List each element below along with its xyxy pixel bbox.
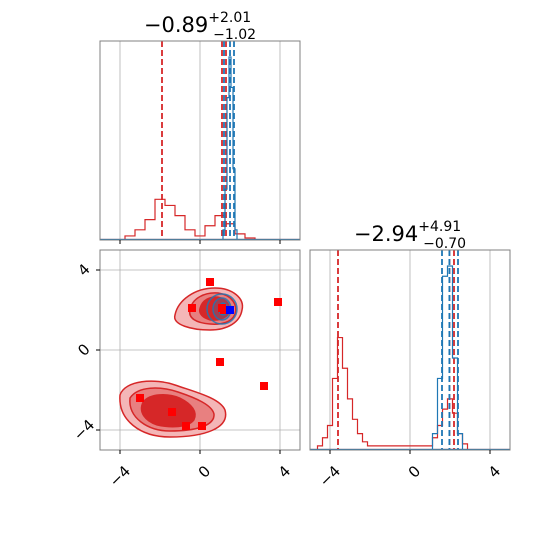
marginal-y-title: −2.94+4.91 −0.70 — [354, 219, 466, 252]
marginal-y-tick-label: −4 — [316, 462, 344, 490]
sample-point — [136, 394, 144, 402]
marginal-y-tick-label: 0 — [405, 462, 424, 481]
marginal-x-panel: −0.89+2.01 −1.02 — [99, 10, 301, 244]
sample-point — [220, 306, 228, 314]
sample-point — [182, 422, 190, 430]
marginal-y-tick-label: 4 — [485, 462, 504, 481]
sample-point — [168, 408, 176, 416]
marginal-y-ticks: −4 0 4 — [316, 450, 504, 490]
sample-point — [188, 304, 196, 312]
joint-y-tick-label: 0 — [74, 340, 93, 359]
joint-y-tick-label: 4 — [74, 260, 93, 279]
marginal-x-histogram-1 — [222, 56, 238, 240]
joint-x-tick-label: −4 — [106, 462, 134, 490]
sample-point — [274, 298, 282, 306]
marginal-x-grid — [119, 41, 281, 240]
marginal-x-title: −0.89+2.01 −1.02 — [144, 10, 256, 43]
joint-x-tick-label: 4 — [275, 462, 294, 481]
marginal-y-series — [310, 250, 510, 450]
marginal-y-title-lower: −0.70 — [423, 236, 466, 252]
blue-outer-contour — [206, 293, 238, 325]
marginal-x-series — [100, 41, 300, 240]
marginal-y-histogram-0 — [316, 336, 469, 450]
sample-point — [198, 422, 206, 430]
marginal-y-panel: −4 0 4 −2.94+4.91 −0.70 — [309, 219, 511, 490]
marginal-x-title-upper: +2.01 — [208, 10, 251, 26]
marginal-y-grid — [329, 250, 491, 450]
marginal-x-ticks — [119, 240, 281, 244]
marginal-y-title-upper: +4.91 — [418, 219, 461, 235]
sample-point — [206, 278, 214, 286]
joint-ticks: −4 0 4 −4 0 4 — [70, 260, 294, 490]
joint-panel: −4 0 4 −4 0 4 — [70, 249, 301, 490]
sample-point — [260, 382, 268, 390]
joint-x-tick-label: 0 — [195, 462, 214, 481]
joint-y-tick-label: −4 — [70, 416, 98, 444]
sample-point — [216, 358, 224, 366]
joint-scatter — [136, 278, 282, 430]
truth-point — [226, 306, 234, 314]
marginal-x-title-median: −0.89 — [144, 13, 208, 37]
marginal-x-title-lower: −1.02 — [213, 27, 256, 43]
marginal-y-title-median: −2.94 — [354, 222, 418, 246]
